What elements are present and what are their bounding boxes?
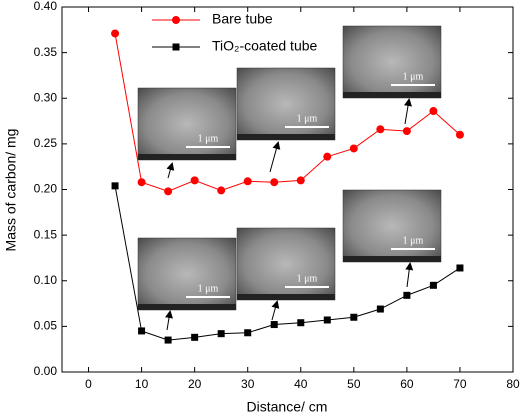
sem-image <box>137 237 237 311</box>
sem-footer <box>343 92 441 98</box>
data-point <box>190 176 199 185</box>
sem-image <box>236 227 336 301</box>
x-tick-label: 30 <box>241 377 255 391</box>
data-point <box>244 329 252 337</box>
sem-footer <box>343 256 441 262</box>
plot-frame <box>61 6 514 373</box>
scale-label: 1 μm <box>297 273 318 284</box>
data-point <box>111 29 120 38</box>
arrow <box>404 98 412 125</box>
y-tick-label: 0.35 <box>34 45 58 59</box>
x-tick-label: 80 <box>506 377 520 391</box>
sem-footer <box>138 154 236 160</box>
legend-label: Bare tube <box>212 11 273 27</box>
sem-image <box>236 67 336 141</box>
data-point <box>270 178 279 187</box>
sem-footer <box>237 134 335 140</box>
y-tick-label: 0.10 <box>34 273 58 287</box>
legend-marker <box>172 43 180 51</box>
data-point <box>296 176 305 185</box>
y-tick-label: 0.20 <box>34 182 58 196</box>
data-point <box>191 333 199 341</box>
data-point <box>138 327 146 335</box>
sem-footer <box>237 294 335 300</box>
y-tick-label: 0.15 <box>34 227 58 241</box>
arrow <box>165 310 173 331</box>
data-point <box>297 319 305 327</box>
data-point <box>270 321 278 329</box>
data-point <box>349 144 358 153</box>
data-point <box>323 152 332 161</box>
legend-marker <box>172 16 180 24</box>
x-tick-label: 0 <box>85 377 92 391</box>
arrow <box>269 141 281 173</box>
data-point <box>402 127 411 136</box>
x-tick-label: 60 <box>400 377 414 391</box>
y-tick-label: 0.00 <box>34 364 58 378</box>
x-tick-label: 70 <box>453 377 467 391</box>
scale-label: 1 μm <box>198 283 219 294</box>
x-tick-label: 40 <box>294 377 308 391</box>
data-point <box>217 186 226 195</box>
y-tick-label: 0.25 <box>34 136 58 150</box>
y-tick-label: 0.40 <box>34 0 58 13</box>
data-point <box>164 187 173 196</box>
sem-image <box>342 189 442 263</box>
sem-image <box>137 87 237 161</box>
data-point <box>217 330 225 338</box>
scale-label: 1 μm <box>198 133 219 144</box>
data-point <box>137 178 146 187</box>
data-point <box>455 130 464 139</box>
data-point <box>429 107 438 116</box>
x-tick-label: 20 <box>188 377 202 391</box>
scale-label: 1 μm <box>403 71 424 82</box>
sem-image <box>342 25 442 99</box>
data-point <box>350 313 358 321</box>
series-line <box>114 33 461 192</box>
y-axis-label: Mass of carbon/ mg <box>3 129 19 252</box>
data-point <box>243 177 252 186</box>
data-point <box>403 291 411 299</box>
arrow <box>405 262 414 288</box>
arrow <box>271 300 280 321</box>
legend-label: TiO₂-coated tube <box>212 38 318 54</box>
x-tick-label: 50 <box>347 377 361 391</box>
arrow <box>166 162 175 179</box>
sem-footer <box>138 304 236 310</box>
data-point <box>323 316 331 324</box>
data-point <box>376 305 384 313</box>
data-point <box>429 281 437 289</box>
x-axis-label: Distance/ cm <box>247 399 328 415</box>
scale-label: 1 μm <box>297 113 318 124</box>
series-line <box>114 185 461 341</box>
x-tick-label: 10 <box>135 377 149 391</box>
data-point <box>111 182 119 190</box>
data-point <box>164 336 172 344</box>
data-point <box>456 264 464 272</box>
y-tick-label: 0.05 <box>34 319 58 333</box>
data-point <box>376 125 385 134</box>
scale-label: 1 μm <box>403 235 424 246</box>
y-tick-label: 0.30 <box>34 90 58 104</box>
